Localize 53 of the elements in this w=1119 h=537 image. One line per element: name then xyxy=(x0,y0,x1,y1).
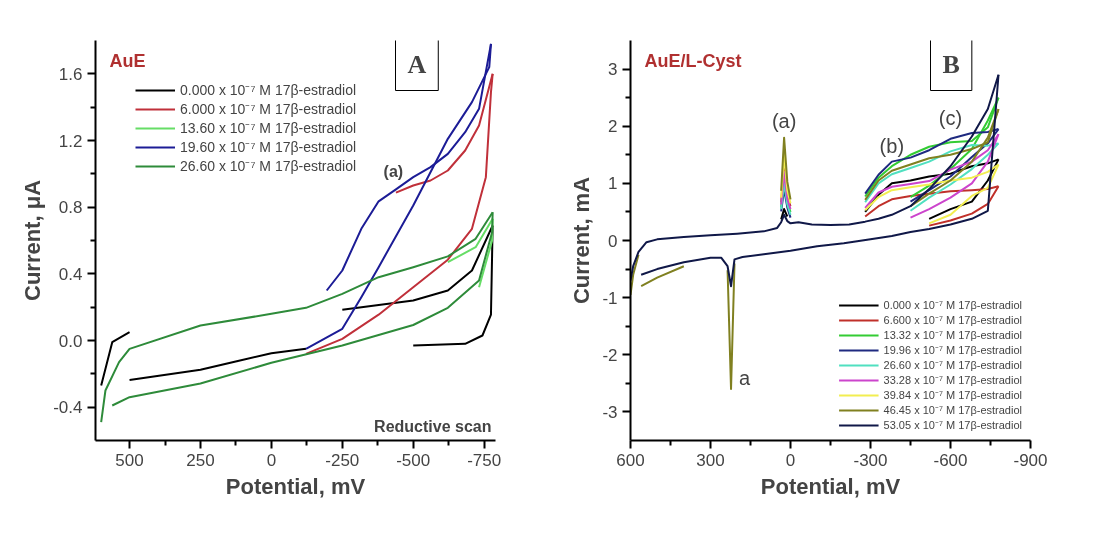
y-tick-label: 0.4 xyxy=(58,264,83,284)
text: AuE xyxy=(109,50,146,71)
chart-title: A xyxy=(407,49,427,79)
annotation: (b) xyxy=(879,135,905,158)
y-tick-label: 1 xyxy=(608,174,618,194)
y-tick-label: -1 xyxy=(602,288,618,308)
annotation: (a) xyxy=(383,162,404,180)
y-tick-label: 3 xyxy=(608,60,618,80)
legend-label: 6.600 x 10⁻⁷ M 17β-estradiol xyxy=(883,313,1022,327)
annotation: a xyxy=(739,367,752,390)
x-tick-label: -750 xyxy=(467,450,502,470)
legend-label: 6.000 x 10⁻⁷ M 17β-estradiol xyxy=(180,100,357,118)
legend-label: 26.60 x 10⁻⁷ M 17β-estradiol xyxy=(180,157,357,175)
chart-title: B xyxy=(942,49,960,79)
x-tick-label: 600 xyxy=(616,450,645,470)
legend-label: 26.60 x 10⁻⁷ M 17β-estradiol xyxy=(883,358,1022,372)
y-axis-title: Current, μA xyxy=(20,179,46,302)
x-tick-label: -600 xyxy=(933,450,968,470)
y-tick-label: 0 xyxy=(608,231,618,251)
y-axis-title: Current, mA xyxy=(569,176,595,305)
legend-label: 0.000 x 10⁻⁷ M 17β-estradiol xyxy=(180,81,357,99)
legend-label: 13.32 x 10⁻⁷ M 17β-estradiol xyxy=(883,328,1022,342)
y-tick-label: 0.0 xyxy=(58,331,83,351)
legend-label: 13.60 x 10⁻⁷ M 17β-estradiol xyxy=(180,119,357,137)
x-tick-label: -900 xyxy=(1013,450,1048,470)
legend-label: 53.05 x 10⁻⁷ M 17β-estradiol xyxy=(883,418,1022,432)
x-tick-label: 0 xyxy=(266,450,277,470)
text: AuE/L-Cyst xyxy=(644,50,742,71)
x-tick-label: 250 xyxy=(186,450,215,470)
y-tick-label: 2 xyxy=(608,117,618,137)
x-tick-label: 500 xyxy=(115,450,144,470)
x-tick-label: -250 xyxy=(325,450,360,470)
legend-label: 33.28 x 10⁻⁷ M 17β-estradiol xyxy=(883,373,1022,387)
x-tick-label: 0 xyxy=(785,450,796,470)
x-tick-label: 300 xyxy=(696,450,725,470)
x-axis-title: Potential, mV xyxy=(760,473,901,499)
y-tick-label: -2 xyxy=(602,345,618,365)
legend-label: 0.000 x 10⁻⁷ M 17β-estradiol xyxy=(883,298,1022,312)
y-tick-label: -0.4 xyxy=(53,398,83,418)
annotation: (c) xyxy=(938,106,963,129)
y-tick-label: -3 xyxy=(602,402,618,422)
y-tick-label: 1.2 xyxy=(58,131,83,151)
legend-label: 19.60 x 10⁻⁷ M 17β-estradiol xyxy=(180,138,357,156)
x-tick-label: -300 xyxy=(853,450,888,470)
y-tick-label: 1.6 xyxy=(58,64,83,84)
legend-label: 39.84 x 10⁻⁷ M 17β-estradiol xyxy=(883,388,1022,402)
x-tick-label: -500 xyxy=(396,450,431,470)
legend-label: 46.45 x 10⁻⁷ M 17β-estradiol xyxy=(883,403,1022,417)
legend-label: 19.96 x 10⁻⁷ M 17β-estradiol xyxy=(883,343,1022,357)
annotation: Reductive scan xyxy=(374,417,492,435)
annotation: (a) xyxy=(771,109,797,132)
x-axis-title: Potential, mV xyxy=(225,473,366,499)
y-tick-label: 0.8 xyxy=(58,198,83,218)
